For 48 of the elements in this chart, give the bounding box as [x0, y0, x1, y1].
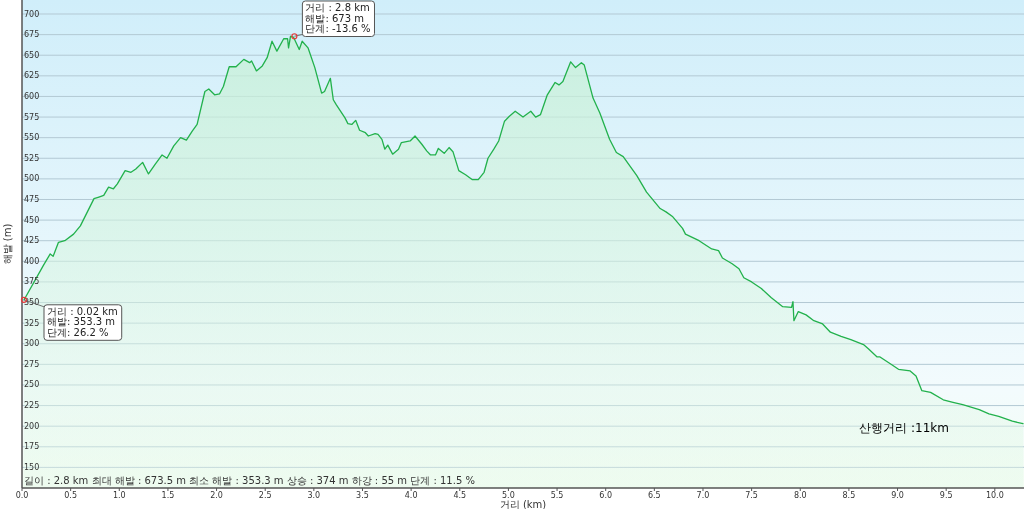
x-tick-label: 8.5 [842, 491, 856, 500]
x-tick-label: 1.0 [112, 491, 126, 500]
x-tick-label: 6.5 [647, 491, 661, 500]
y-tick-label: 425 [24, 236, 40, 246]
x-tick-label: 2.5 [258, 491, 272, 500]
y-tick-label: 275 [24, 359, 40, 369]
y-tick-label: 525 [24, 153, 40, 163]
annotation: 산행거리 :11km [859, 421, 949, 435]
y-tick-label: 200 [24, 421, 40, 431]
x-axis-title: 거리 (km) [499, 499, 547, 509]
y-tick-label: 550 [24, 133, 40, 143]
y-tick-label: 400 [24, 256, 40, 266]
y-tick-label: 150 [24, 462, 40, 472]
y-tick-label: 650 [24, 50, 40, 60]
y-tick-label: 600 [24, 91, 40, 101]
y-tick-label: 675 [24, 30, 40, 40]
x-tick-label: 0.5 [64, 491, 78, 500]
y-tick-label: 575 [24, 112, 40, 122]
y-tick-label: 300 [24, 339, 40, 349]
y-axis-title: 해발 (m) [2, 223, 13, 265]
x-tick-label: 5.5 [550, 491, 564, 500]
y-tick-label: 500 [24, 174, 40, 184]
y-tick-label: 325 [24, 318, 40, 328]
y-tick-label: 475 [24, 194, 40, 204]
x-tick-label: 3.0 [307, 491, 321, 500]
y-tick-label: 225 [24, 401, 40, 411]
x-tick-label: 9.0 [891, 491, 904, 500]
x-tick-label: 4.5 [453, 491, 467, 500]
y-tick-label: 450 [24, 215, 40, 225]
x-tick-label: 3.5 [356, 491, 369, 500]
x-tick-label: 0.0 [15, 491, 29, 500]
y-tick-label: 625 [24, 71, 40, 81]
x-tick-label: 6.0 [599, 491, 613, 500]
x-tick-label: 9.5 [939, 491, 953, 500]
x-tick-label: 10.0 [985, 491, 1004, 500]
x-tick-label: 7.5 [745, 491, 758, 500]
annotation: 거리 : 0.02 km 해발: 353.3 m 단계: 26.2 % [47, 305, 118, 338]
y-tick-label: 700 [24, 9, 40, 19]
x-tick-label: 7.0 [696, 491, 710, 500]
y-tick-label: 250 [24, 380, 40, 390]
x-tick-label: 2.0 [210, 491, 223, 500]
annotation: 거리 : 2.8 km 해발: 673 m 단계: -13.6 % [305, 2, 371, 34]
x-tick-label: 4.0 [404, 491, 418, 500]
x-tick-label: 8.0 [793, 491, 807, 500]
y-tick-label: 175 [24, 442, 40, 452]
x-tick-label: 1.5 [161, 491, 175, 500]
x-tick-label: 5.0 [502, 491, 515, 500]
annotation: 길이 : 2.8 km 최대 해발 : 673.5 m 최소 해발 : 353.3 m 상승 : 374 m 하강 : 55 m 단계 : 11.5 % [24, 475, 475, 486]
